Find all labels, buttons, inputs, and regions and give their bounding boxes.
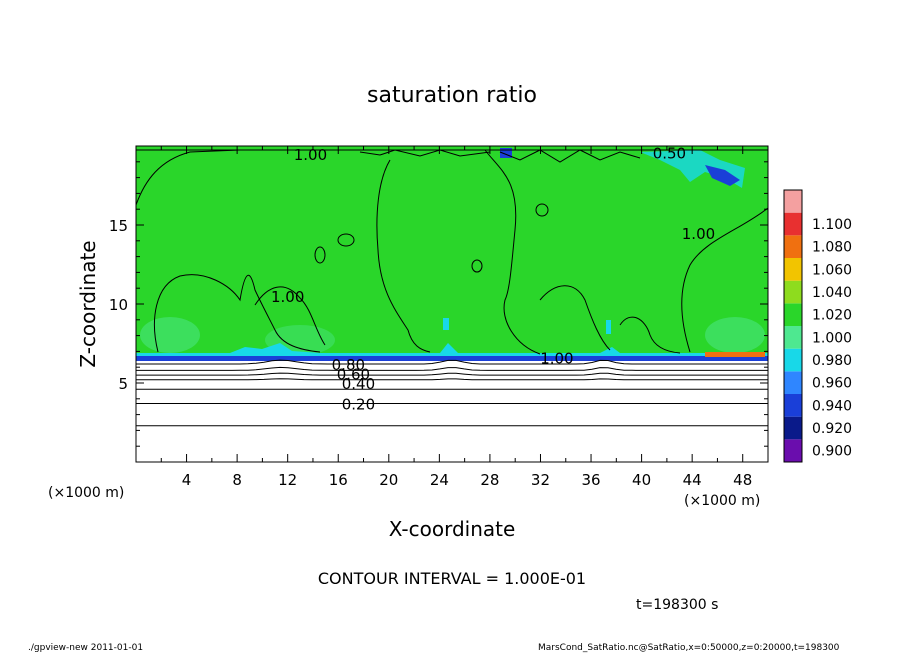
- contour-line: [681, 207, 768, 353]
- colorbar-swatch: [784, 235, 802, 258]
- colorbar-label: 1.060: [812, 262, 852, 278]
- footer-right: MarsCond_SatRatio.nc@SatRatio,x=0:50000,…: [538, 643, 840, 653]
- y-unit-label: (×1000 m): [48, 485, 124, 501]
- x-tick-label: 32: [531, 471, 550, 489]
- contour-loop: [337, 233, 355, 247]
- x-tick-label: 20: [379, 471, 398, 489]
- contour-label: 1.00: [271, 288, 304, 306]
- colorbar-label: 0.980: [812, 353, 852, 369]
- y-axis: 5 10 15: [109, 145, 768, 463]
- colorbar-frame: [783, 189, 803, 463]
- colorbar-label: 0.920: [812, 421, 852, 437]
- contour-line: [136, 149, 241, 206]
- cloud-base-edge: [136, 343, 768, 356]
- colorbar-swatch: [784, 280, 802, 304]
- colorbar: 0.900 0.920 0.940 0.960 0.980 1.000 1.020 1.040…: [783, 189, 852, 463]
- contour-line: [136, 366, 768, 371]
- y-axis-label: Z-coordinate: [76, 240, 100, 367]
- y-tick-label: 15: [109, 217, 128, 235]
- contour-line: [499, 149, 641, 163]
- contour-line: [153, 274, 321, 353]
- x-axis-label: X-coordinate: [389, 517, 516, 541]
- contours-saturated: [136, 149, 768, 355]
- colorbar-swatch: [784, 303, 802, 326]
- x-tick-label: 48: [733, 471, 752, 489]
- contour-line: [136, 378, 768, 381]
- colorbar-label: 1.080: [812, 240, 852, 256]
- contour-line: [136, 359, 768, 365]
- colorbar-swatch: [784, 258, 802, 281]
- contour-loop: [535, 203, 549, 217]
- colorbar-swatch: [784, 439, 802, 462]
- contour-line: [376, 159, 431, 353]
- contour-label: 0.50: [653, 144, 686, 162]
- colorbar-label: 1.020: [812, 308, 852, 324]
- y-tick-label: 10: [109, 296, 128, 314]
- x-tick-label: 24: [430, 471, 449, 489]
- colorbar-swatch: [784, 212, 802, 236]
- contour-label: 0.20: [342, 396, 375, 414]
- dry-patch: [640, 150, 745, 188]
- contour-line: [359, 149, 491, 157]
- contour-line: [254, 286, 326, 346]
- contour-label: 1.00: [540, 350, 573, 368]
- supersaturated-patch: [705, 352, 765, 357]
- x-tick-label: 40: [632, 471, 651, 489]
- contour-line: [136, 372, 768, 376]
- colorbar-swatch: [784, 326, 802, 349]
- contour-line: [539, 285, 611, 351]
- contour-label: 1.00: [682, 225, 715, 243]
- colorbar-swatch: [784, 416, 802, 440]
- contour-interval: CONTOUR INTERVAL = 1.000E-01: [318, 569, 586, 588]
- chart-title: saturation ratio: [367, 83, 537, 108]
- contour-label: 0.60: [337, 366, 370, 384]
- time-label: t=198300 s: [636, 597, 718, 613]
- contour-label: 0.40: [342, 375, 375, 393]
- colorbar-label: 1.040: [812, 285, 852, 301]
- contour-line: [619, 316, 681, 354]
- contour-line: [484, 149, 541, 355]
- field-blotch: [140, 317, 200, 353]
- colorbar-swatch: [784, 394, 802, 417]
- x-tick-label: 28: [480, 471, 499, 489]
- contour-label: 0.80: [332, 356, 365, 374]
- dry-patch: [443, 318, 449, 330]
- dry-patch: [500, 148, 512, 158]
- contours-subsaturated: [136, 359, 768, 427]
- dry-patch: [606, 320, 611, 334]
- x-tick-label: 12: [278, 471, 297, 489]
- colorbar-swatch: [784, 190, 802, 213]
- colorbar-label: 0.960: [812, 376, 852, 392]
- colorbar-label: 0.940: [812, 398, 852, 414]
- colorbar-label: 1.000: [812, 330, 852, 346]
- colorbar-swatch: [784, 371, 802, 394]
- colorbar-swatch: [784, 348, 802, 372]
- x-axis: 4 8 12 16 20 24 28 32 36 40 44 48: [135, 146, 769, 489]
- field-blotch: [705, 317, 765, 353]
- x-tick-label: 36: [581, 471, 600, 489]
- contour-loop: [471, 259, 483, 273]
- dry-patch-core: [705, 165, 740, 186]
- x-tick-label: 8: [232, 471, 242, 489]
- saturation-field: [136, 146, 768, 358]
- footer-left: ./gpview-new 2011-01-01: [28, 643, 144, 653]
- x-tick-label: 4: [182, 471, 192, 489]
- contour-labels: 1.00 0.50 1.00 1.00 1.00 0.800.600.40 0.20: [271, 144, 715, 414]
- y-tick-label: 5: [118, 375, 128, 393]
- x-unit-label: (×1000 m): [684, 493, 760, 509]
- x-tick-label: 16: [329, 471, 348, 489]
- contour-loop: [314, 246, 326, 264]
- plot-field: 1.00 0.50 1.00 1.00 1.00 0.800.600.40 0.20: [136, 144, 768, 427]
- colorbar-label: 0.900: [812, 444, 852, 460]
- contour-label: 1.00: [294, 146, 327, 164]
- x-tick-label: 44: [683, 471, 702, 489]
- colorbar-label: 1.100: [812, 217, 852, 233]
